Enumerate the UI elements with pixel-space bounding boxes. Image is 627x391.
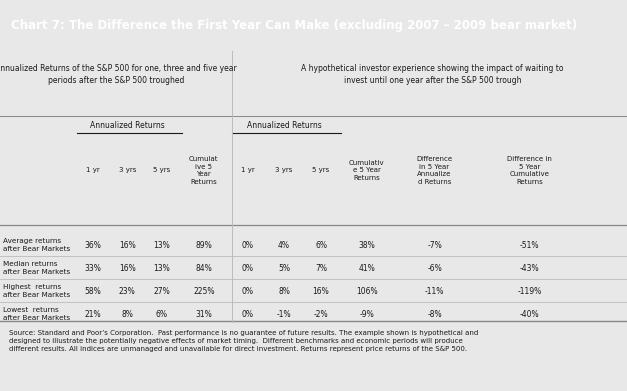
Text: 27%: 27% xyxy=(154,287,170,296)
Text: 1 yr: 1 yr xyxy=(86,167,100,173)
Text: Chart 7: The Difference the First Year Can Make (excluding 2007 – 2009 bear mark: Chart 7: The Difference the First Year C… xyxy=(11,19,577,32)
Text: 0%: 0% xyxy=(241,240,254,249)
Text: Cumulativ
e 5 Year
Returns: Cumulativ e 5 Year Returns xyxy=(349,160,384,181)
Text: Annualized Returns: Annualized Returns xyxy=(90,121,165,130)
Text: Difference in
5 Year
Cumulative
Returns: Difference in 5 Year Cumulative Returns xyxy=(507,156,552,185)
Text: Difference
in 5 Year
Annualize
d Returns: Difference in 5 Year Annualize d Returns xyxy=(416,156,453,185)
Text: -8%: -8% xyxy=(427,310,442,319)
Text: 13%: 13% xyxy=(154,264,170,273)
Text: 106%: 106% xyxy=(356,287,377,296)
Text: 23%: 23% xyxy=(119,287,135,296)
Text: 5 yrs: 5 yrs xyxy=(312,167,330,173)
Text: -43%: -43% xyxy=(520,264,540,273)
Text: 0%: 0% xyxy=(241,264,254,273)
Text: 225%: 225% xyxy=(193,287,214,296)
Text: -2%: -2% xyxy=(314,310,329,319)
Text: 5%: 5% xyxy=(278,264,290,273)
Text: -6%: -6% xyxy=(427,264,442,273)
Text: Annualized Returns of the S&P 500 for one, three and five year
periods after the: Annualized Returns of the S&P 500 for on… xyxy=(0,65,237,85)
Text: Annualized Returns: Annualized Returns xyxy=(247,121,322,130)
Text: 6%: 6% xyxy=(155,310,168,319)
Text: 3 yrs: 3 yrs xyxy=(275,167,293,173)
Text: 8%: 8% xyxy=(278,287,290,296)
Text: Highest  returns
after Bear Markets: Highest returns after Bear Markets xyxy=(3,284,70,298)
Text: 33%: 33% xyxy=(85,264,101,273)
Text: Source: Standard and Poor’s Corporation.  Past performance is no guarantee of fu: Source: Standard and Poor’s Corporation.… xyxy=(9,330,478,352)
Text: 84%: 84% xyxy=(196,264,212,273)
Text: 38%: 38% xyxy=(359,240,375,249)
Text: A hypothetical investor experience showing the impact of waiting to
invest until: A hypothetical investor experience showi… xyxy=(302,65,564,85)
Text: -119%: -119% xyxy=(518,287,542,296)
Text: 89%: 89% xyxy=(196,240,212,249)
Text: 41%: 41% xyxy=(359,264,375,273)
Text: 16%: 16% xyxy=(119,264,135,273)
Text: 4%: 4% xyxy=(278,240,290,249)
Text: 0%: 0% xyxy=(241,310,254,319)
Text: Cumulat
ive 5
Year
Returns: Cumulat ive 5 Year Returns xyxy=(189,156,219,185)
Text: 21%: 21% xyxy=(85,310,101,319)
Text: 36%: 36% xyxy=(85,240,101,249)
Text: Average returns
after Bear Markets: Average returns after Bear Markets xyxy=(3,238,70,252)
Text: 13%: 13% xyxy=(154,240,170,249)
Text: 1 yr: 1 yr xyxy=(241,167,255,173)
Text: -9%: -9% xyxy=(359,310,374,319)
Text: -1%: -1% xyxy=(277,310,292,319)
Text: -40%: -40% xyxy=(520,310,540,319)
Text: 7%: 7% xyxy=(315,264,327,273)
Text: 0%: 0% xyxy=(241,287,254,296)
Text: -7%: -7% xyxy=(427,240,442,249)
Text: 8%: 8% xyxy=(122,310,133,319)
Text: Lowest  returns
after Bear Markets: Lowest returns after Bear Markets xyxy=(3,307,70,321)
Text: -11%: -11% xyxy=(425,287,444,296)
Text: 6%: 6% xyxy=(315,240,327,249)
Text: 31%: 31% xyxy=(196,310,212,319)
Text: 58%: 58% xyxy=(85,287,101,296)
Text: 5 yrs: 5 yrs xyxy=(153,167,171,173)
Text: 3 yrs: 3 yrs xyxy=(119,167,136,173)
Text: Median returns
after Bear Markets: Median returns after Bear Markets xyxy=(3,261,70,275)
Text: 16%: 16% xyxy=(119,240,135,249)
Text: -51%: -51% xyxy=(520,240,540,249)
Text: 16%: 16% xyxy=(313,287,329,296)
